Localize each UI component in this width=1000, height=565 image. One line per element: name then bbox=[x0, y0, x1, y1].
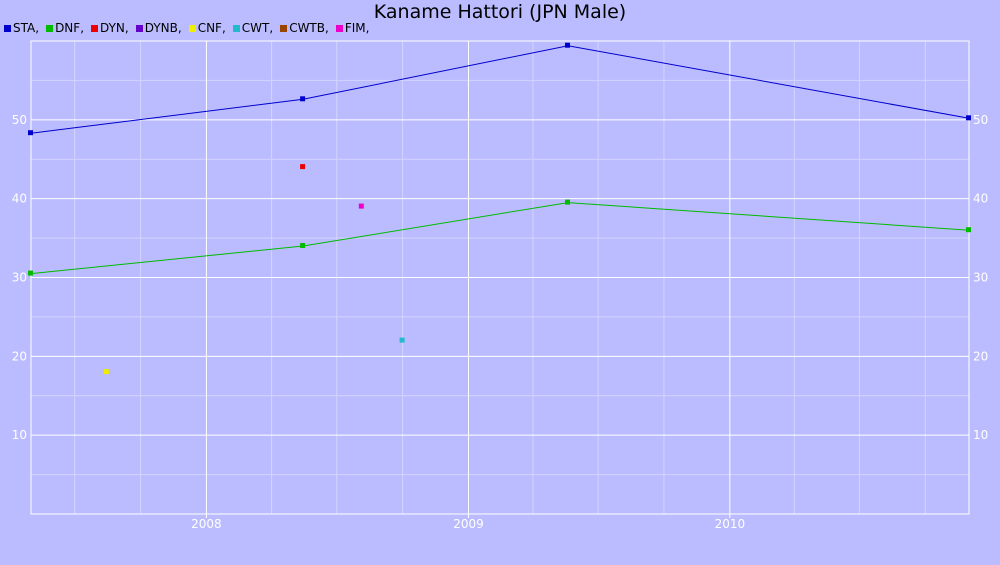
legend-swatch bbox=[91, 24, 99, 32]
legend-entry-cwt: CWT, bbox=[232, 21, 274, 35]
legend-swatch bbox=[135, 24, 143, 32]
legend-label: CWTB bbox=[289, 21, 325, 35]
legend: STA, DNF, DYN, DYNB, CNF, CWT, CWTB, FIM, bbox=[4, 21, 376, 35]
legend-label: DYN bbox=[100, 21, 125, 35]
y-tick-label-right: 40 bbox=[973, 192, 988, 206]
x-tick-label: 2008 bbox=[191, 517, 222, 531]
legend-label: STA bbox=[13, 21, 36, 35]
chart-title: Kaname Hattori (JPN Male) bbox=[373, 1, 627, 23]
data-point-sta bbox=[966, 115, 971, 121]
legend-entry-fim: FIM, bbox=[335, 21, 370, 35]
data-point-dnf bbox=[28, 270, 33, 276]
y-tick-label-left: 40 bbox=[12, 192, 27, 206]
legend-entry-dynb: DYNB, bbox=[135, 21, 182, 35]
x-tick-label: 2010 bbox=[715, 517, 746, 531]
data-point-dnf bbox=[966, 227, 971, 233]
legend-swatch bbox=[232, 24, 240, 32]
legend-label: CWT bbox=[241, 21, 270, 35]
legend-separator: , bbox=[365, 21, 370, 35]
legend-separator: , bbox=[221, 21, 226, 35]
legend-label: DYNB bbox=[144, 21, 178, 35]
legend-separator: , bbox=[325, 21, 329, 35]
legend-entry-sta: STA, bbox=[4, 21, 39, 35]
legend-swatch bbox=[280, 24, 288, 32]
legend-label: DNF bbox=[55, 21, 81, 35]
plot-border bbox=[30, 40, 970, 515]
legend-entry-dyn: DYN, bbox=[91, 21, 129, 35]
y-tick-label-right: 30 bbox=[973, 271, 988, 285]
legend-separator: , bbox=[124, 21, 129, 35]
legend-separator: , bbox=[35, 21, 40, 35]
legend-swatch bbox=[4, 24, 11, 32]
legend-separator: , bbox=[269, 21, 274, 35]
data-point-dyn bbox=[300, 164, 306, 170]
data-point-sta bbox=[565, 42, 570, 48]
legend-entry-dnf: DNF, bbox=[46, 21, 84, 35]
legend-entry-cnf: CNF, bbox=[188, 21, 226, 35]
data-point-cnf bbox=[103, 369, 109, 375]
legend-swatch bbox=[335, 24, 343, 32]
data-point-dnf bbox=[565, 199, 570, 205]
y-tick-label-left: 10 bbox=[12, 428, 27, 442]
legend-separator: , bbox=[177, 21, 182, 35]
y-tick-label-right: 10 bbox=[973, 428, 988, 442]
y-tick-label-left: 50 bbox=[12, 113, 27, 127]
legend-label: CNF bbox=[197, 21, 222, 35]
legend-swatch bbox=[46, 24, 54, 32]
data-point-dnf bbox=[300, 243, 306, 248]
legend-entry-cwtb: CWTB, bbox=[280, 21, 329, 35]
series-line-dnf bbox=[30, 202, 970, 275]
x-tick-label: 2009 bbox=[453, 517, 484, 531]
series-line-sta bbox=[30, 45, 970, 134]
y-tick-label-left: 30 bbox=[12, 271, 27, 285]
legend-separator: , bbox=[80, 21, 85, 35]
y-tick-label-left: 20 bbox=[12, 349, 27, 363]
data-point-cwt bbox=[399, 337, 405, 343]
data-point-sta bbox=[300, 96, 306, 102]
data-point-sta bbox=[28, 130, 33, 136]
y-tick-label-right: 50 bbox=[973, 113, 988, 127]
legend-swatch bbox=[188, 24, 196, 32]
y-tick-label-right: 20 bbox=[973, 349, 988, 363]
legend-label: FIM bbox=[344, 21, 366, 35]
data-point-fim bbox=[358, 203, 364, 209]
